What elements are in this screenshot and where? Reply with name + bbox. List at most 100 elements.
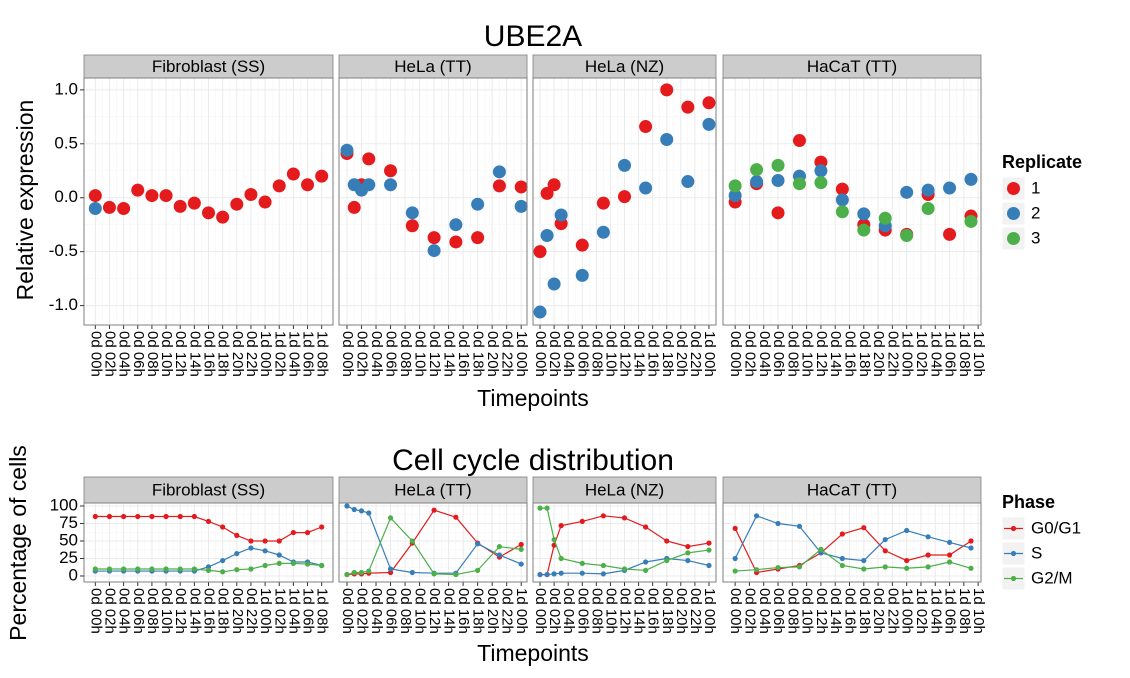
data-point bbox=[706, 547, 712, 553]
data-point bbox=[340, 143, 354, 157]
data-point bbox=[621, 515, 628, 521]
data-point bbox=[921, 183, 935, 197]
data-point bbox=[366, 510, 372, 516]
x-tick-label: 1d 08h bbox=[314, 331, 331, 377]
x-tick-label: 0d 20h bbox=[673, 588, 690, 634]
x-tick-label: 0d 22h bbox=[687, 331, 704, 377]
legend-symbol bbox=[1010, 550, 1017, 557]
x-tick-label: 0d 02h bbox=[546, 331, 563, 377]
x-tick-label: 0d 04h bbox=[368, 588, 385, 634]
x-tick-label: 1d 00h bbox=[513, 331, 530, 377]
data-point bbox=[771, 173, 785, 187]
legend-title: Phase bbox=[1002, 492, 1055, 512]
data-point bbox=[106, 566, 113, 572]
data-point bbox=[533, 305, 547, 319]
data-point bbox=[643, 559, 649, 565]
x-tick-label: 0d 18h bbox=[470, 331, 487, 377]
x-tick-label: 0d 14h bbox=[441, 588, 458, 634]
data-point bbox=[706, 562, 712, 569]
x-tick-label: 1d 02h bbox=[913, 331, 930, 377]
data-point bbox=[551, 571, 557, 577]
panel-border bbox=[722, 77, 982, 326]
data-point bbox=[835, 205, 849, 219]
data-point bbox=[706, 540, 712, 546]
x-tick-label: 0d 02h bbox=[741, 331, 758, 377]
data-point bbox=[544, 505, 550, 511]
x-tick-label: 0d 10h bbox=[412, 588, 429, 634]
x-tick-label: 0d 06h bbox=[574, 588, 591, 634]
data-point bbox=[135, 566, 141, 572]
x-tick-label: 0d 16h bbox=[455, 588, 472, 634]
x-tick-label: 0d 18h bbox=[856, 331, 873, 377]
x-tick-label: 0d 22h bbox=[499, 331, 516, 377]
data-point bbox=[618, 158, 631, 172]
data-point bbox=[639, 120, 653, 134]
x-tick-label: 0d 00h bbox=[532, 588, 549, 634]
data-point bbox=[946, 539, 953, 545]
data-point bbox=[685, 543, 691, 550]
data-point bbox=[131, 183, 145, 197]
x-tick-label: 0d 14h bbox=[441, 331, 458, 377]
data-point bbox=[882, 536, 888, 543]
x-tick-label: 0d 12h bbox=[813, 331, 830, 377]
x-tick-label: 1d 04h bbox=[927, 588, 944, 634]
data-point bbox=[149, 513, 155, 520]
panel-background bbox=[339, 78, 527, 325]
data-point bbox=[835, 182, 849, 196]
x-tick-label: 0d 18h bbox=[215, 588, 232, 634]
data-point bbox=[558, 523, 564, 529]
legend-symbol bbox=[1010, 575, 1017, 582]
x-tick-label: 0d 00h bbox=[727, 588, 744, 634]
x-tick-label: 1d 00h bbox=[513, 588, 530, 634]
facet-label: HeLa (NZ) bbox=[585, 480, 664, 499]
data-point bbox=[121, 513, 127, 520]
data-point bbox=[427, 231, 441, 245]
data-point bbox=[163, 513, 169, 520]
data-point bbox=[358, 508, 365, 514]
data-point bbox=[796, 564, 803, 570]
x-tick-label: 1d 08h bbox=[314, 588, 331, 634]
data-point bbox=[946, 559, 953, 565]
x-tick-label: 0d 08h bbox=[397, 331, 414, 377]
x-tick-label: 0d 02h bbox=[546, 588, 563, 634]
data-point bbox=[685, 550, 691, 556]
data-point bbox=[205, 518, 212, 525]
x-tick-label: 1d 04h bbox=[927, 331, 944, 377]
data-point bbox=[796, 523, 803, 529]
data-point bbox=[904, 527, 910, 534]
legend-symbol bbox=[1007, 182, 1020, 195]
data-point bbox=[315, 169, 329, 183]
data-point bbox=[258, 195, 272, 209]
data-point bbox=[551, 536, 557, 543]
data-point bbox=[575, 238, 589, 252]
x-tick-label: 0d 12h bbox=[426, 588, 443, 634]
legend-title: Replicate bbox=[1002, 152, 1082, 172]
data-point bbox=[518, 541, 524, 548]
data-point bbox=[964, 172, 978, 186]
x-tick-label: 0d 16h bbox=[455, 331, 472, 377]
data-point bbox=[664, 538, 670, 544]
data-point bbox=[405, 206, 419, 220]
data-point bbox=[540, 186, 554, 200]
data-point bbox=[409, 569, 415, 576]
data-point bbox=[596, 196, 610, 210]
x-tick-label: 0d 08h bbox=[397, 588, 414, 634]
data-point bbox=[600, 571, 606, 577]
data-point bbox=[943, 227, 957, 241]
data-point bbox=[579, 518, 585, 525]
data-point bbox=[600, 513, 606, 519]
legend-label: 3 bbox=[1031, 228, 1040, 247]
facet-label: HeLa (TT) bbox=[394, 57, 471, 76]
x-tick-label: 0d 20h bbox=[229, 331, 246, 377]
data-point bbox=[882, 548, 888, 554]
data-point bbox=[835, 193, 849, 207]
x-tick-label: 0d 12h bbox=[426, 331, 443, 377]
data-point bbox=[92, 513, 98, 520]
x-tick-label: 0d 22h bbox=[499, 588, 516, 634]
chart-title: Cell cycle distribution bbox=[392, 444, 674, 477]
x-tick-label: 0d 16h bbox=[201, 588, 218, 634]
data-point bbox=[547, 277, 561, 291]
data-point bbox=[537, 505, 543, 511]
data-point bbox=[882, 564, 888, 570]
